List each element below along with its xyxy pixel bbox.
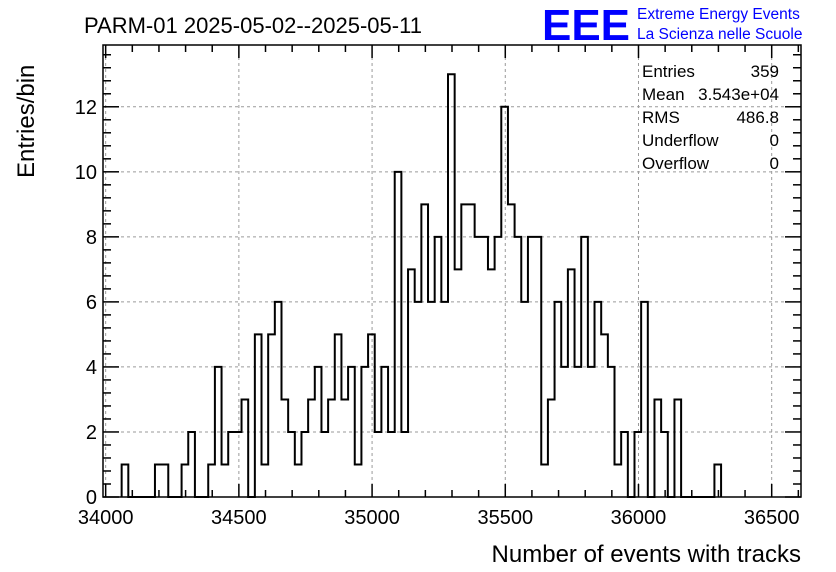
stats-label: Underflow xyxy=(642,131,719,150)
logo-line-1: Extreme Energy Events xyxy=(637,6,800,23)
stats-label: RMS xyxy=(642,108,680,127)
y-tick-label: 10 xyxy=(75,162,97,184)
stats-value: 0 xyxy=(770,131,779,150)
x-tick-label: 34500 xyxy=(211,507,267,529)
stats-value: 359 xyxy=(751,62,779,81)
y-axis-ticks: 0 2 4 6 8 10 12 xyxy=(75,54,801,509)
stats-label: Mean xyxy=(642,85,685,104)
chart-title: PARM-01 2025-05-02--2025-05-11 xyxy=(84,13,422,38)
x-tick-label: 35500 xyxy=(477,507,533,529)
y-tick-label: 4 xyxy=(86,357,97,379)
stats-value: 3.543e+04 xyxy=(698,85,779,104)
histogram-step-line xyxy=(120,73,723,498)
stats-label: Overflow xyxy=(642,154,710,173)
x-axis-label: Number of events with tracks xyxy=(492,541,801,568)
grid-lines xyxy=(103,45,801,498)
plot-frame xyxy=(102,44,802,498)
y-axis-label: Entries/bin xyxy=(13,65,40,178)
x-tick-label: 35000 xyxy=(344,507,400,529)
x-tick-label: 36500 xyxy=(744,507,800,529)
y-tick-label: 0 xyxy=(86,487,97,509)
stats-value: 486.8 xyxy=(736,108,779,127)
logo-line-2: La Scienza nelle Scuole xyxy=(637,26,802,43)
stats-value: 0 xyxy=(770,154,779,173)
y-tick-label: 12 xyxy=(75,97,97,119)
y-tick-label: 2 xyxy=(86,422,97,444)
logo-letters: EEE xyxy=(542,1,630,50)
x-axis-ticks: 34000 34500 35000 35500 36000 36500 xyxy=(78,45,800,529)
y-tick-label: 6 xyxy=(86,292,97,314)
y-tick-label: 8 xyxy=(86,227,97,249)
eee-logo: EEE Extreme Energy Events La Scienza nel… xyxy=(542,1,802,50)
stats-label: Entries xyxy=(642,62,695,81)
x-tick-label: 34000 xyxy=(78,507,134,529)
stats-box: Entries 359 Mean 3.543e+04 RMS 486.8 Underflow… xyxy=(642,62,779,173)
x-tick-label: 36000 xyxy=(611,507,667,529)
